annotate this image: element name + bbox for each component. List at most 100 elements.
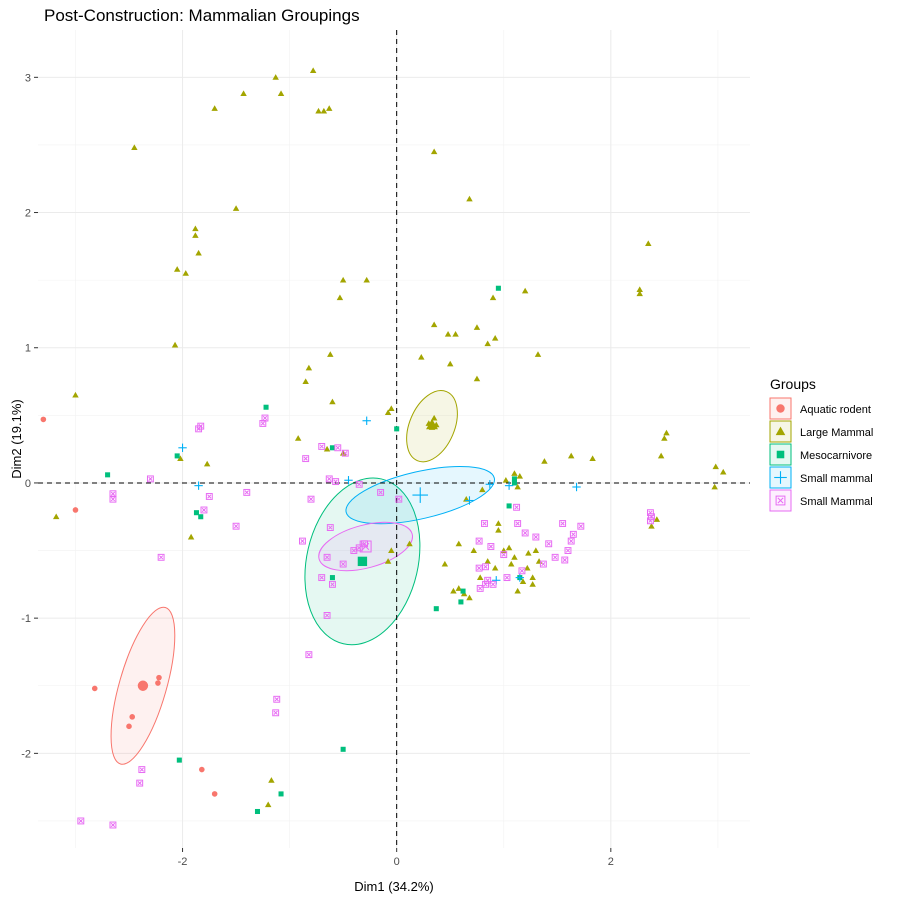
square-cross-diag2 xyxy=(244,490,249,495)
square-cross-diag2 xyxy=(378,490,383,495)
data-point xyxy=(532,547,540,553)
data-point xyxy=(406,540,413,547)
data-point xyxy=(195,249,202,256)
series-points xyxy=(52,67,727,808)
data-point xyxy=(466,594,473,601)
data-point xyxy=(329,398,336,405)
square-cross-box xyxy=(569,530,577,538)
square-cross-box xyxy=(475,564,483,572)
square-cross-diag2 xyxy=(578,524,583,529)
data-point xyxy=(240,90,247,96)
data-point xyxy=(476,584,484,592)
square-cross-diag2 xyxy=(327,476,332,482)
data-point xyxy=(516,472,524,479)
data-point xyxy=(384,409,392,416)
square-cross-diag2 xyxy=(483,564,488,569)
data-point xyxy=(653,516,661,522)
legend-label: Aquatic rodent xyxy=(800,404,871,416)
square-cross-diag2 xyxy=(233,524,239,529)
square-cross-diag2 xyxy=(300,538,305,544)
square-cross-diag2 xyxy=(330,582,335,587)
data-point xyxy=(129,714,136,720)
data-point xyxy=(329,445,335,451)
data-point xyxy=(109,495,117,503)
x-tick-label: -2 xyxy=(178,856,188,868)
square-cross-diag2 xyxy=(533,534,538,540)
data-point xyxy=(200,506,208,514)
data-point xyxy=(572,482,581,492)
data-point xyxy=(339,560,347,568)
data-point xyxy=(514,520,522,527)
data-point xyxy=(340,746,346,752)
data-point xyxy=(52,513,60,520)
square-cross-box xyxy=(307,495,315,503)
data-point xyxy=(518,567,526,575)
data-point xyxy=(334,444,342,452)
legend-marker xyxy=(776,450,785,459)
square-cross-box xyxy=(503,574,511,582)
square-cross-diag2 xyxy=(569,538,574,544)
data-point xyxy=(320,107,328,114)
data-point xyxy=(294,435,302,441)
square-cross-diag2 xyxy=(308,497,314,502)
data-point xyxy=(561,556,569,564)
x-axis-title: Dim1 (34.2%) xyxy=(354,879,433,894)
square-cross-diag2 xyxy=(319,575,324,580)
legend-marker xyxy=(776,404,785,413)
data-point xyxy=(485,480,495,489)
data-point xyxy=(430,414,438,421)
square-cross-diag2 xyxy=(148,476,153,482)
series-points xyxy=(178,416,581,585)
legend-item: Large Mammal xyxy=(769,420,873,443)
data-point xyxy=(318,442,326,450)
data-point xyxy=(569,530,577,538)
series-points xyxy=(77,414,655,829)
group-centroid xyxy=(137,680,149,691)
tick-layer: -2 0 2 -2 -1 0 1 2 3 xyxy=(21,72,614,868)
data-point xyxy=(504,481,514,490)
data-point xyxy=(131,144,138,151)
data-point xyxy=(259,420,267,427)
square-cross-diag2 xyxy=(335,445,340,450)
data-point xyxy=(441,560,449,567)
square-cross-diag2 xyxy=(501,552,506,557)
data-point xyxy=(305,364,313,371)
square-cross-diag2 xyxy=(482,521,487,526)
data-point xyxy=(491,335,499,341)
data-point xyxy=(254,808,261,815)
square-cross-box xyxy=(318,574,326,582)
data-point xyxy=(545,540,553,548)
square-cross-diag2 xyxy=(137,780,142,786)
data-point xyxy=(564,547,572,554)
data-point xyxy=(519,578,527,585)
data-point xyxy=(355,480,363,488)
legend-item: Small Mammal xyxy=(769,489,873,512)
square-cross-box xyxy=(545,540,553,548)
point-layer xyxy=(40,67,727,829)
data-point xyxy=(495,285,501,291)
data-point xyxy=(277,90,285,96)
square-cross-diag2 xyxy=(274,697,279,702)
square-cross-box xyxy=(232,522,240,530)
data-point xyxy=(329,575,335,581)
square-cross-box xyxy=(109,495,117,503)
square-cross-box xyxy=(513,503,521,511)
square-cross-diag2 xyxy=(396,497,401,502)
data-point xyxy=(473,375,481,382)
data-point xyxy=(559,520,567,527)
data-point xyxy=(40,416,47,423)
data-point xyxy=(173,266,181,272)
square-cross-diag2 xyxy=(139,767,144,772)
square-cross-diag2 xyxy=(328,525,333,530)
data-point xyxy=(577,522,585,530)
square-cross-diag2 xyxy=(357,482,362,487)
legend-label: Small mammal xyxy=(800,473,873,485)
data-point xyxy=(232,522,240,530)
data-point xyxy=(495,520,502,526)
data-point xyxy=(105,472,111,478)
square-cross-box xyxy=(539,560,547,568)
data-point xyxy=(243,488,251,496)
data-point xyxy=(362,416,371,425)
square-cross-diag2 xyxy=(351,548,356,553)
